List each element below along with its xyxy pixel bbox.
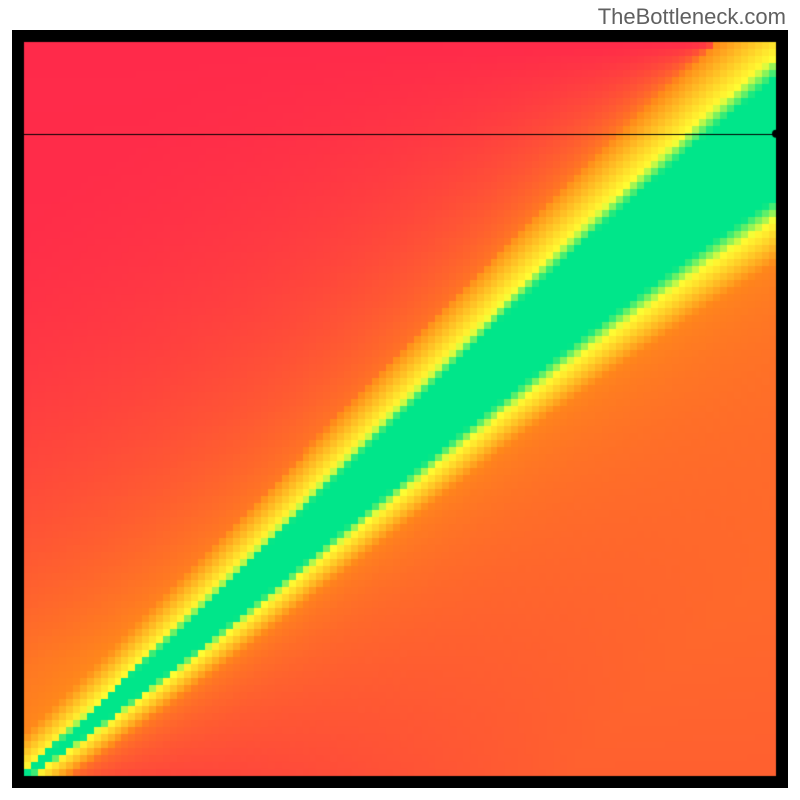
watermark-text: TheBottleneck.com xyxy=(598,4,786,30)
heatmap-canvas xyxy=(12,30,788,788)
heatmap-plot xyxy=(12,30,788,788)
chart-container: TheBottleneck.com xyxy=(0,0,800,800)
